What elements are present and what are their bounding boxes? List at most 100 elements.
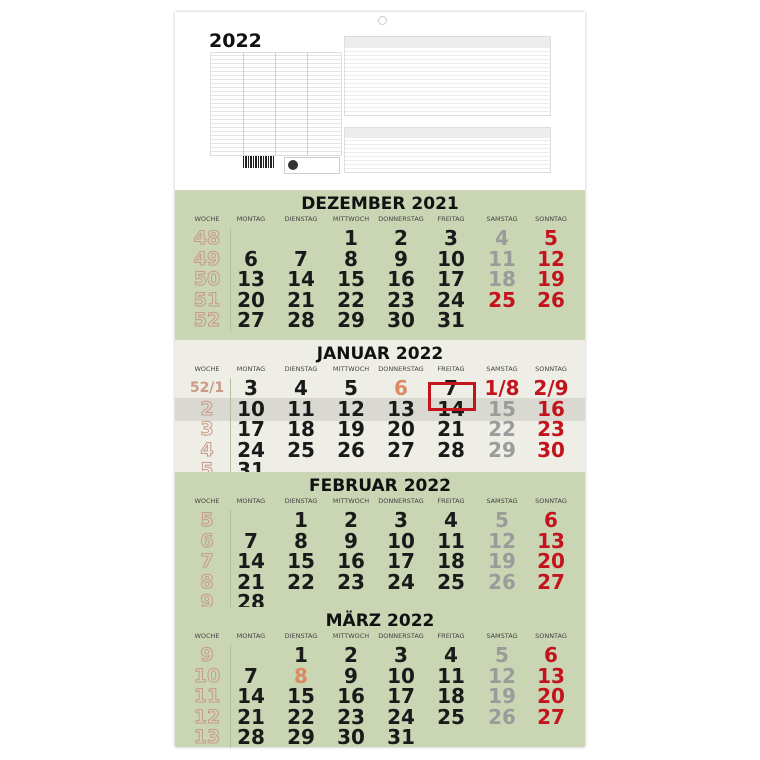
day-cell[interactable]: 11 [437,528,465,553]
day-cell[interactable]: 20 [537,684,565,709]
day-cell[interactable]: 17 [437,267,465,292]
day-cell[interactable]: 14 [287,267,315,292]
day-cell[interactable]: 18 [437,549,465,574]
day-cell[interactable]: 22 [287,704,315,729]
day-cell[interactable]: 31 [387,725,415,750]
day-cell[interactable]: 31 [437,308,465,333]
day-cell[interactable]: 4 [444,643,458,667]
day-cell[interactable]: 4 [444,508,458,532]
day-cell[interactable]: 1 [294,508,308,532]
day-cell[interactable]: 18 [488,267,516,292]
day-cell[interactable]: 25 [437,569,465,594]
day-cell[interactable]: 30 [337,725,365,750]
day-cell[interactable]: 17 [237,417,265,442]
day-cell[interactable]: 26 [488,569,516,594]
day-cell[interactable]: 6 [244,246,258,271]
day-cell[interactable]: 26 [337,437,365,462]
day-cell[interactable]: 30 [537,437,565,462]
day-cell[interactable]: 16 [337,549,365,574]
day-cell[interactable]: 4 [495,226,509,250]
day-cell[interactable]: 19 [537,267,565,292]
day-cell[interactable]: 3 [444,226,458,250]
day-cell[interactable]: 19 [488,684,516,709]
day-cell[interactable]: 15 [488,396,516,421]
day-cell[interactable]: 10 [237,396,265,421]
day-cell[interactable]: 29 [488,437,516,462]
day-cell[interactable]: 20 [387,417,415,442]
day-cell[interactable]: 29 [287,725,315,750]
day-cell[interactable]: 28 [287,308,315,333]
day-cell[interactable]: 7 [244,663,258,688]
day-cell[interactable]: 1/8 [484,376,520,400]
day-cell[interactable]: 20 [237,287,265,312]
day-cell[interactable]: 7 [244,528,258,553]
day-cell[interactable]: 9 [344,528,358,553]
day-cell[interactable]: 19 [337,417,365,442]
day-cell[interactable]: 10 [387,528,415,553]
day-cell[interactable]: 29 [337,308,365,333]
day-cell[interactable]: 14 [237,684,265,709]
day-cell[interactable]: 2 [394,226,408,250]
day-cell[interactable]: 2 [344,508,358,532]
day-cell[interactable]: 7 [294,246,308,271]
day-cell[interactable]: 17 [387,549,415,574]
day-cell[interactable]: 19 [488,549,516,574]
day-cell[interactable]: 12 [488,528,516,553]
day-cell[interactable]: 27 [387,437,415,462]
day-cell[interactable]: 28 [437,437,465,462]
day-cell[interactable]: 14 [237,549,265,574]
day-cell[interactable]: 16 [337,684,365,709]
day-cell[interactable]: 2 [344,643,358,667]
day-cell[interactable]: 26 [537,287,565,312]
day-cell[interactable]: 5 [544,226,558,250]
day-cell[interactable]: 16 [537,396,565,421]
day-cell[interactable]: 12 [337,396,365,421]
day-cell[interactable]: 18 [287,417,315,442]
day-cell[interactable]: 23 [387,287,415,312]
current-date-marker[interactable] [428,382,476,411]
day-cell[interactable]: 9 [344,663,358,688]
day-cell[interactable]: 25 [488,287,516,312]
day-cell[interactable]: 10 [437,246,465,271]
day-cell[interactable]: 13 [537,663,565,688]
day-cell[interactable]: 22 [337,287,365,312]
day-cell[interactable]: 1 [344,226,358,250]
day-cell[interactable]: 5 [344,376,358,400]
day-cell[interactable]: 24 [237,437,265,462]
day-cell[interactable]: 15 [337,267,365,292]
day-cell[interactable]: 13 [237,267,265,292]
day-cell[interactable]: 18 [437,684,465,709]
day-cell[interactable]: 3 [394,508,408,532]
day-cell[interactable]: 28 [237,725,265,750]
day-cell[interactable]: 17 [387,684,415,709]
day-cell[interactable]: 22 [287,569,315,594]
day-cell[interactable]: 26 [488,704,516,729]
day-cell[interactable]: 15 [287,684,315,709]
day-cell[interactable]: 11 [437,663,465,688]
day-cell[interactable]: 12 [488,663,516,688]
day-cell[interactable]: 8 [294,528,308,553]
day-cell[interactable]: 21 [287,287,315,312]
day-cell[interactable]: 27 [237,308,265,333]
day-cell[interactable]: 1 [294,643,308,667]
day-cell[interactable]: 23 [337,704,365,729]
day-cell[interactable]: 11 [488,246,516,271]
day-cell[interactable]: 5 [495,643,509,667]
day-cell[interactable]: 20 [537,549,565,574]
day-cell[interactable]: 22 [488,417,516,442]
day-cell[interactable]: 27 [537,569,565,594]
day-cell[interactable]: 3 [244,376,258,400]
day-cell[interactable]: 4 [294,376,308,400]
day-cell[interactable]: 5 [495,508,509,532]
day-cell[interactable]: 9 [394,246,408,271]
day-cell[interactable]: 16 [387,267,415,292]
day-cell[interactable]: 10 [387,663,415,688]
day-cell[interactable]: 21 [437,417,465,442]
day-cell[interactable]: 6 [544,508,558,532]
day-cell[interactable]: 25 [287,437,315,462]
day-cell[interactable]: 3 [394,643,408,667]
day-cell[interactable]: 8 [294,663,308,688]
day-cell[interactable]: 23 [337,569,365,594]
day-cell[interactable]: 6 [544,643,558,667]
day-cell[interactable]: 24 [387,569,415,594]
